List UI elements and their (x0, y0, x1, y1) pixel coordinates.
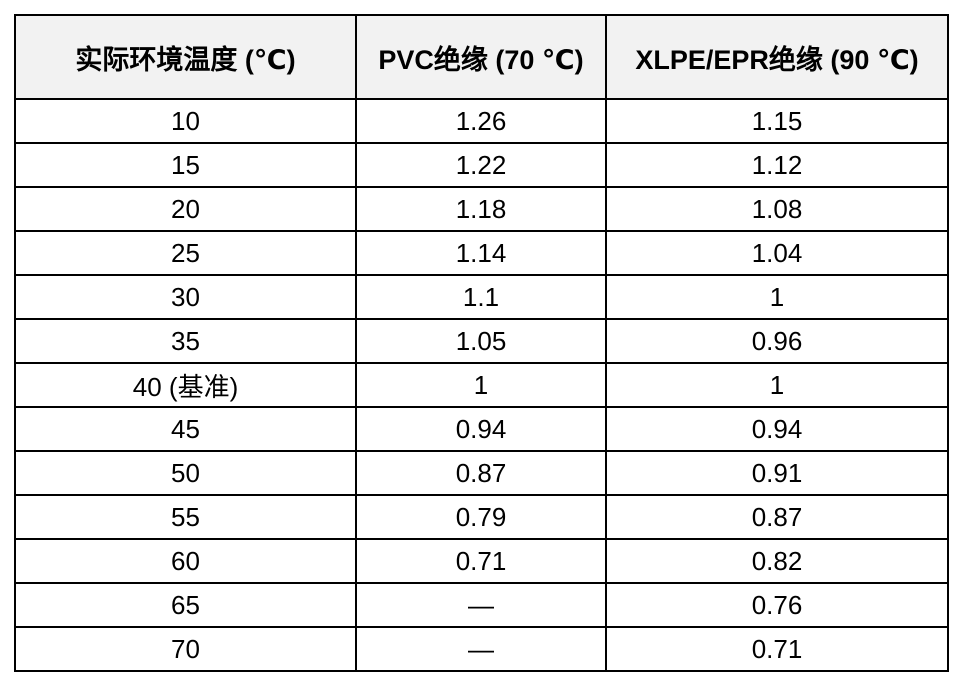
cell-xlpe-epr-factor: 0.82 (605, 538, 949, 584)
cell-xlpe-epr-factor: 0.94 (605, 406, 949, 452)
table-row: 30 1.1 1 (14, 274, 949, 320)
temperature-correction-table: 实际环境温度 (℃) PVC绝缘 (70 ℃) XLPE/EPR绝缘 (90 ℃… (14, 14, 949, 672)
column-header-ambient-temp: 实际环境温度 (℃) (14, 14, 357, 100)
table-body: 10 1.26 1.15 15 1.22 1.12 20 1.18 1.08 25 1.14 1.04… (14, 98, 949, 672)
cell-xlpe-epr-factor: 0.96 (605, 318, 949, 364)
cell-pvc-factor: 1.1 (355, 274, 607, 320)
cell-xlpe-epr-factor: 0.91 (605, 450, 949, 496)
table-row: 65—0.76 (14, 582, 949, 628)
cell-ambient-temp: 20 (14, 186, 357, 232)
cell-pvc-factor: 1.05 (355, 318, 607, 364)
table-row: 50 0.87 0.91 (14, 450, 949, 496)
table-row: 35 1.05 0.96 (14, 318, 949, 364)
table-row: 45 0.94 0.94 (14, 406, 949, 452)
cell-xlpe-epr-factor: 1 (605, 274, 949, 320)
cell-xlpe-epr-factor: 0.87 (605, 494, 949, 540)
cell-pvc-factor: — (355, 582, 607, 628)
cell-xlpe-epr-factor: 0.76 (605, 582, 949, 628)
cell-pvc-factor: 1.18 (355, 186, 607, 232)
cell-pvc-factor: 1.26 (355, 98, 607, 144)
table-row: 60 0.71 0.82 (14, 538, 949, 584)
column-header-pvc: PVC绝缘 (70 ℃) (355, 14, 607, 100)
cell-ambient-temp: 40 (基准) (14, 362, 357, 408)
table-row: 70—0.71 (14, 626, 949, 672)
cell-pvc-factor: 0.71 (355, 538, 607, 584)
cell-ambient-temp: 25 (14, 230, 357, 276)
cell-ambient-temp: 65 (14, 582, 357, 628)
table-row: 55 0.79 0.87 (14, 494, 949, 540)
cell-xlpe-epr-factor: 0.71 (605, 626, 949, 672)
cell-xlpe-epr-factor: 1.15 (605, 98, 949, 144)
cell-pvc-factor: 1.22 (355, 142, 607, 188)
cell-pvc-factor: 0.94 (355, 406, 607, 452)
cell-pvc-factor: — (355, 626, 607, 672)
cell-xlpe-epr-factor: 1.08 (605, 186, 949, 232)
cell-ambient-temp: 70 (14, 626, 357, 672)
cell-pvc-factor: 0.79 (355, 494, 607, 540)
cell-pvc-factor: 1.14 (355, 230, 607, 276)
cell-ambient-temp: 10 (14, 98, 357, 144)
cell-xlpe-epr-factor: 1 (605, 362, 949, 408)
cell-pvc-factor: 1 (355, 362, 607, 408)
cell-ambient-temp: 30 (14, 274, 357, 320)
column-header-xlpe-epr: XLPE/EPR绝缘 (90 ℃) (605, 14, 949, 100)
cell-ambient-temp: 55 (14, 494, 357, 540)
table-row: 40 (基准) 1 1 (14, 362, 949, 408)
table-row: 15 1.22 1.12 (14, 142, 949, 188)
cell-ambient-temp: 35 (14, 318, 357, 364)
cell-ambient-temp: 45 (14, 406, 357, 452)
table-row: 25 1.14 1.04 (14, 230, 949, 276)
header-row: 实际环境温度 (℃) PVC绝缘 (70 ℃) XLPE/EPR绝缘 (90 ℃… (14, 14, 949, 100)
table-row: 10 1.26 1.15 (14, 98, 949, 144)
cell-xlpe-epr-factor: 1.04 (605, 230, 949, 276)
cell-ambient-temp: 60 (14, 538, 357, 584)
cell-ambient-temp: 50 (14, 450, 357, 496)
cell-xlpe-epr-factor: 1.12 (605, 142, 949, 188)
table-row: 20 1.18 1.08 (14, 186, 949, 232)
cell-ambient-temp: 15 (14, 142, 357, 188)
cell-pvc-factor: 0.87 (355, 450, 607, 496)
